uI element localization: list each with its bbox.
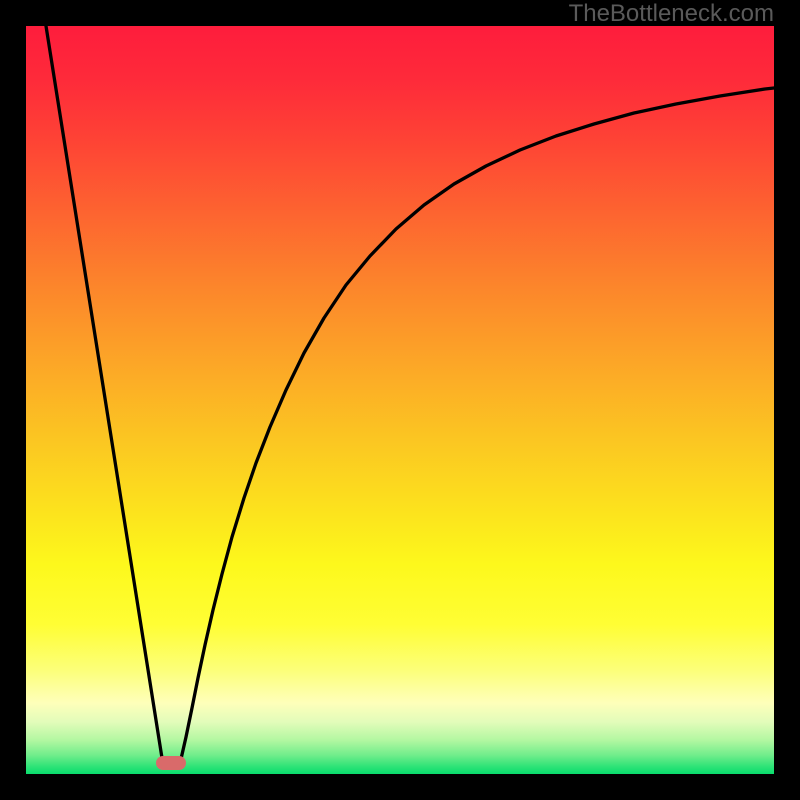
watermark-text: TheBottleneck.com bbox=[569, 0, 774, 28]
curve-overlay bbox=[0, 0, 800, 800]
chart-container: TheBottleneck.com bbox=[0, 0, 800, 800]
left-descending-line bbox=[46, 26, 162, 758]
right-ascending-curve bbox=[181, 88, 774, 759]
minimum-marker bbox=[156, 756, 186, 770]
